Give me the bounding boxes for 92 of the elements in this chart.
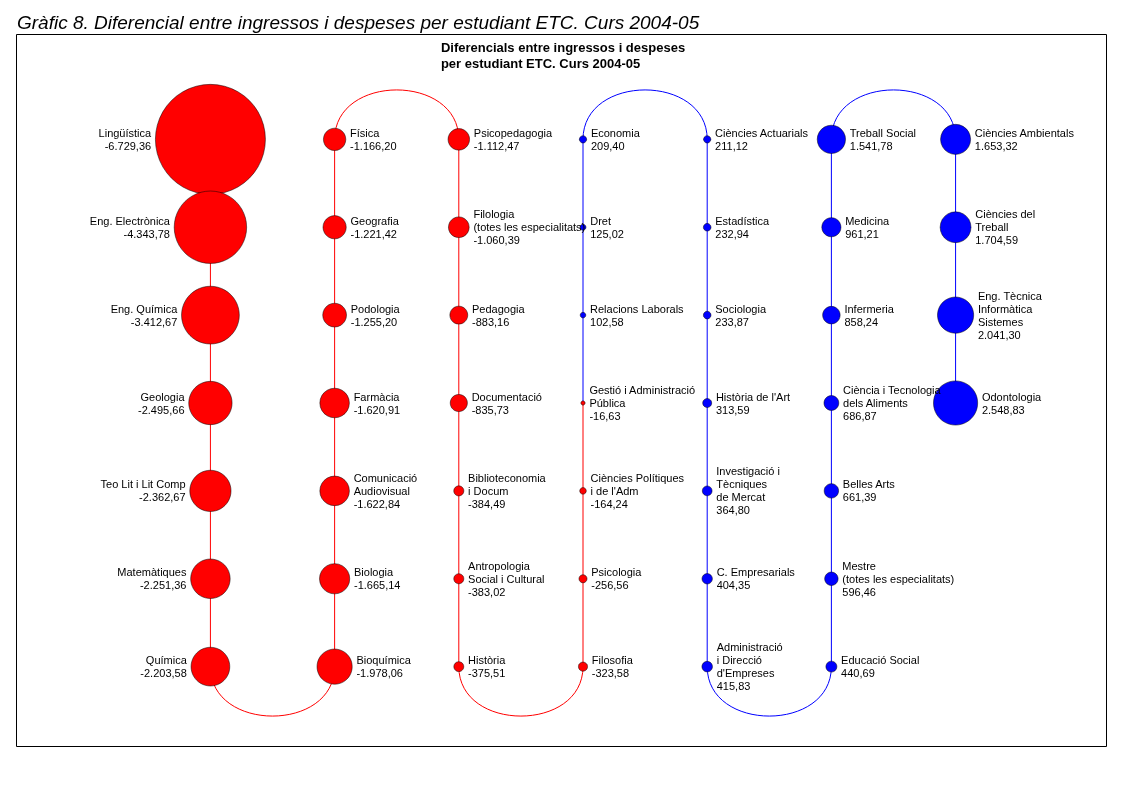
- category-label: Documentació: [471, 390, 542, 403]
- data-label: -2.495,66: [138, 403, 185, 416]
- data-label: 858,24: [844, 315, 879, 328]
- data-label: 364,80: [716, 504, 750, 517]
- data-label: -2.203,58: [140, 667, 187, 680]
- category-label: Biologia: [353, 566, 394, 579]
- category-label: Economia: [590, 126, 641, 139]
- data-label: -1.978,06: [356, 667, 403, 680]
- category-label: Eng. Química: [110, 302, 179, 315]
- data-label: 313,59: [715, 403, 750, 416]
- data-label: 2.041,30: [977, 328, 1021, 341]
- data-label: -835,73: [471, 403, 509, 416]
- data-label: -1.622,84: [353, 497, 401, 510]
- category-label: Odontologia: [981, 390, 1043, 403]
- data-label: 2.548,83: [981, 403, 1025, 416]
- data-label: -883,16: [472, 315, 510, 328]
- data-label: -1.060,39: [473, 234, 520, 247]
- data-label: -375,51: [468, 667, 506, 680]
- data-label: -1.112,47: [473, 139, 520, 152]
- category-label: Comunicació Audiovisual: [353, 471, 418, 497]
- data-label: 1.653,32: [974, 139, 1018, 152]
- category-label: Geologia: [140, 390, 186, 403]
- category-label: Mestre (totes les especialitats): [842, 559, 955, 585]
- data-label: 1.541,78: [849, 139, 893, 152]
- data-label: -323,58: [591, 667, 630, 680]
- text: Gràfic 8. Diferencial entre ingressos i despeses per estudiant ETC. Curs 2004-05: [17, 12, 700, 33]
- category-label: Medicina: [845, 214, 891, 227]
- category-label: Estadística: [715, 214, 770, 227]
- data-label: -1.255,20: [350, 315, 398, 328]
- category-label: Eng. Tècnica Informàtica Sistemes: [977, 289, 1043, 328]
- category-label: Lingüística: [98, 126, 153, 139]
- data-label: 440,69: [841, 667, 875, 680]
- category-label: Química: [145, 654, 188, 667]
- category-label: Dret: [590, 214, 612, 227]
- data-label: -1.166,20: [350, 139, 397, 152]
- category-label: Educació Social: [841, 654, 920, 667]
- category-label: Ciències del Treball: [975, 208, 1036, 234]
- data-label: 125,02: [590, 227, 624, 240]
- category-label: Podologia: [350, 302, 401, 315]
- category-label: Farmàcia: [353, 390, 401, 403]
- category-label: Biblioteconomia i Docum: [468, 471, 547, 497]
- category-label: Investigació i Tècniques de Mercat: [716, 465, 780, 504]
- data-label: -16,63: [589, 410, 621, 422]
- category-label: Antropologia Social i Cultural: [468, 559, 545, 585]
- category-label: Bioquímica: [356, 654, 412, 667]
- category-label: Història: [468, 654, 507, 667]
- data-label: -1.665,14: [353, 579, 401, 592]
- data-label: -2.251,36: [139, 579, 187, 592]
- data-label: -6.729,36: [104, 139, 152, 152]
- category-label: Psicologia: [591, 566, 643, 579]
- category-label: Eng. Electrònica: [89, 214, 171, 227]
- category-label: Geografia: [350, 214, 400, 227]
- data-label: -383,02: [468, 585, 506, 598]
- category-label: Psicopedagogia: [473, 126, 553, 139]
- category-label: Sociologia: [715, 302, 767, 315]
- data-label: -384,49: [468, 497, 506, 510]
- category-label: Física: [350, 126, 381, 139]
- data-label: 415,83: [716, 680, 751, 693]
- category-label: Belles Arts: [842, 478, 896, 491]
- data-label: 102,58: [590, 315, 624, 328]
- category-label: Ciències Actuarials: [715, 126, 809, 139]
- category-label: C. Empresarials: [716, 566, 796, 579]
- data-label: 596,46: [842, 585, 876, 598]
- data-label: 233,87: [715, 315, 749, 328]
- data-label: -3.412,67: [130, 315, 178, 328]
- data-label: 686,87: [843, 410, 877, 422]
- data-label: 661,39: [842, 491, 877, 504]
- category-label: Ciències Polítiques i de l'Adm: [590, 471, 685, 497]
- data-label: -1.620,91: [353, 403, 401, 416]
- category-label: Matemàtiques: [117, 566, 187, 579]
- category-label: Administració i Direcció d'Empreses: [716, 641, 783, 680]
- data-label: 209,40: [590, 139, 625, 152]
- data-label: -1.221,42: [350, 227, 397, 240]
- category-label: Ciències Ambientals: [974, 126, 1075, 139]
- category-label: Infermeria: [844, 302, 895, 315]
- category-label: Pedagogia: [472, 302, 526, 315]
- data-label: 404,35: [716, 579, 751, 592]
- category-label: Gestió i Administració Pública: [589, 384, 696, 409]
- data-label: 1.704,59: [975, 234, 1019, 247]
- category-label: Filosofia: [591, 654, 634, 667]
- data-label: -2.362,67: [139, 491, 186, 504]
- category-label: Treball Social: [849, 126, 917, 139]
- category-label: Teo Lit i Lit Comp: [100, 478, 186, 491]
- data-label: -4.343,78: [123, 227, 170, 240]
- category-label: Relacions Laborals: [590, 302, 685, 315]
- data-label: -256,56: [591, 579, 629, 592]
- data-label: 232,94: [715, 227, 749, 240]
- text: Diferencials entre ingressos i despeses per estudiant ETC. Curs 2004-05: [440, 39, 686, 71]
- data-label: 211,12: [715, 139, 748, 152]
- data-label: -164,24: [590, 497, 628, 510]
- category-label: Història de l'Art: [715, 390, 791, 403]
- data-label: 961,21: [845, 227, 879, 240]
